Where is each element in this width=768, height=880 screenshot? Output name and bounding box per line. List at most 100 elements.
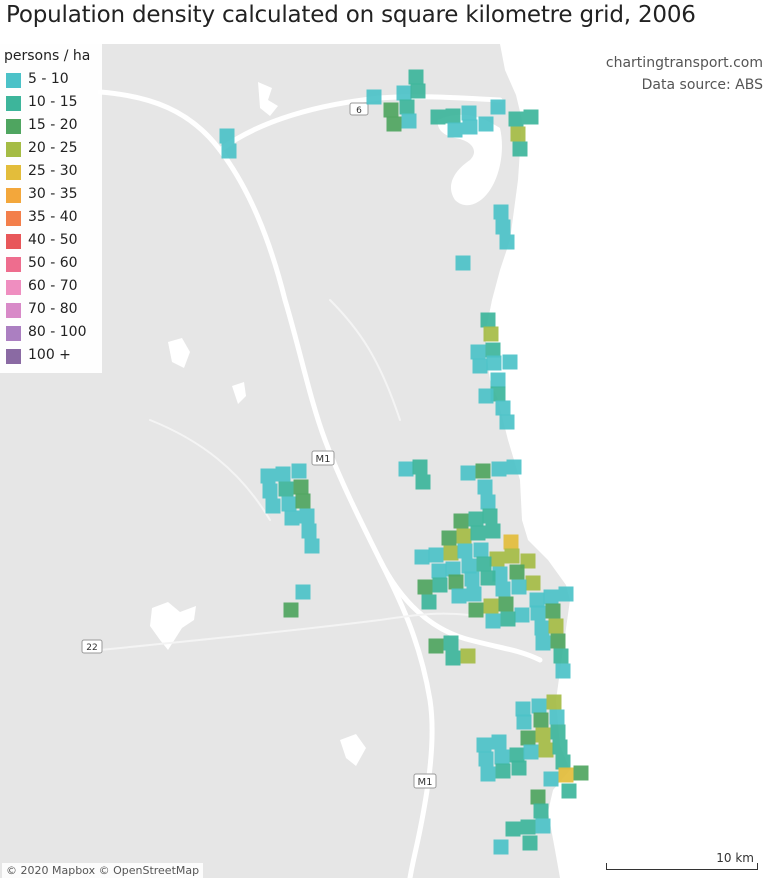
density-cell	[476, 556, 492, 572]
density-cell	[299, 508, 315, 524]
density-cell	[457, 543, 473, 559]
legend-label: 15 - 20	[28, 117, 78, 133]
density-cell	[492, 566, 508, 582]
roads-major	[97, 89, 543, 878]
density-cell	[293, 479, 309, 495]
m1-north-label: M1	[316, 454, 331, 465]
density-cell	[495, 581, 511, 597]
density-cell	[401, 113, 417, 129]
density-cell	[468, 511, 484, 527]
density-cell	[534, 620, 550, 636]
legend-label: 60 - 70	[28, 278, 78, 294]
density-cell	[456, 528, 472, 544]
density-cell	[543, 589, 559, 605]
density-cell	[283, 602, 299, 618]
density-cell	[478, 751, 494, 767]
density-cell	[493, 839, 509, 855]
density-cell	[485, 523, 501, 539]
lake-3	[150, 602, 196, 650]
density-cell	[366, 89, 382, 105]
legend-swatch	[6, 73, 21, 88]
density-cell	[461, 105, 477, 121]
legend-swatch	[6, 303, 21, 318]
density-cell	[553, 648, 569, 664]
density-cell	[478, 116, 494, 132]
density-cell	[495, 400, 511, 416]
density-cell	[531, 698, 547, 714]
map-svg: M1 M1 22 6	[81, 44, 768, 878]
density-cell	[441, 530, 457, 546]
density-cell	[499, 414, 515, 430]
density-cell	[461, 558, 477, 574]
density-cell	[515, 701, 531, 717]
density-cell	[275, 466, 291, 482]
legend-label: 10 - 15	[28, 94, 78, 110]
route-22-shield: 22	[81, 639, 103, 654]
density-cell	[573, 765, 589, 781]
density-cell	[410, 83, 426, 99]
density-cell	[396, 85, 412, 101]
density-cell	[550, 724, 566, 740]
density-cell	[510, 126, 526, 142]
density-cell	[262, 483, 278, 499]
density-cell	[443, 545, 459, 561]
density-cell	[383, 102, 399, 118]
legend-swatch	[6, 119, 21, 134]
legend: persons / ha 5 - 10 10 - 15 15 - 20 20 - 25…	[0, 44, 102, 373]
density-cell	[489, 551, 505, 567]
density-cell	[533, 712, 549, 728]
density-cell	[503, 534, 519, 550]
density-cell	[495, 219, 511, 235]
density-cell	[516, 714, 532, 730]
density-cell	[535, 635, 551, 651]
credits: chartingtransport.com Data source: ABS	[606, 52, 763, 96]
density-cell	[533, 803, 549, 819]
density-cell	[399, 99, 415, 115]
density-cell	[485, 613, 501, 629]
density-cell	[301, 523, 317, 539]
density-cell	[490, 99, 506, 115]
density-cell	[470, 525, 486, 541]
density-cell	[386, 116, 402, 132]
density-cell	[520, 819, 536, 835]
map-attribution[interactable]: © 2020 Mapbox © OpenStreetMap	[2, 863, 204, 878]
legend-swatch	[6, 96, 21, 111]
legend-label: 100 +	[28, 347, 71, 363]
density-cell	[443, 635, 459, 651]
density-cell	[509, 747, 525, 763]
m1-south-label: M1	[418, 777, 433, 788]
density-cell	[502, 354, 518, 370]
density-cell	[558, 767, 574, 783]
density-cell	[549, 709, 565, 725]
density-cell	[523, 109, 539, 125]
legend-swatch	[6, 234, 21, 249]
density-cell	[480, 312, 496, 328]
map-canvas[interactable]: M1 M1 22 6	[0, 44, 768, 878]
density-cell	[455, 255, 471, 271]
legend-swatch	[6, 165, 21, 180]
density-cell	[462, 119, 478, 135]
density-cell	[555, 663, 571, 679]
density-cell	[558, 586, 574, 602]
density-cell	[514, 607, 530, 623]
density-cell	[451, 588, 467, 604]
density-cell	[447, 122, 463, 138]
density-cell	[468, 602, 484, 618]
credits-source: Data source: ABS	[641, 77, 763, 93]
density-cell	[494, 749, 510, 765]
legend-label: 80 - 100	[28, 324, 87, 340]
density-cell	[508, 111, 524, 127]
density-cell	[412, 459, 428, 475]
density-cell	[445, 108, 461, 124]
credits-site: chartingtransport.com	[605, 55, 763, 71]
density-cell	[291, 463, 307, 479]
legend-swatch	[6, 211, 21, 226]
route-6-shield: 6	[349, 102, 369, 116]
density-cell	[555, 754, 571, 770]
legend-swatch	[6, 188, 21, 203]
density-cell	[520, 730, 536, 746]
density-cell	[415, 474, 431, 490]
density-cell	[219, 128, 235, 144]
ocean	[486, 44, 768, 878]
density-cell	[483, 598, 499, 614]
